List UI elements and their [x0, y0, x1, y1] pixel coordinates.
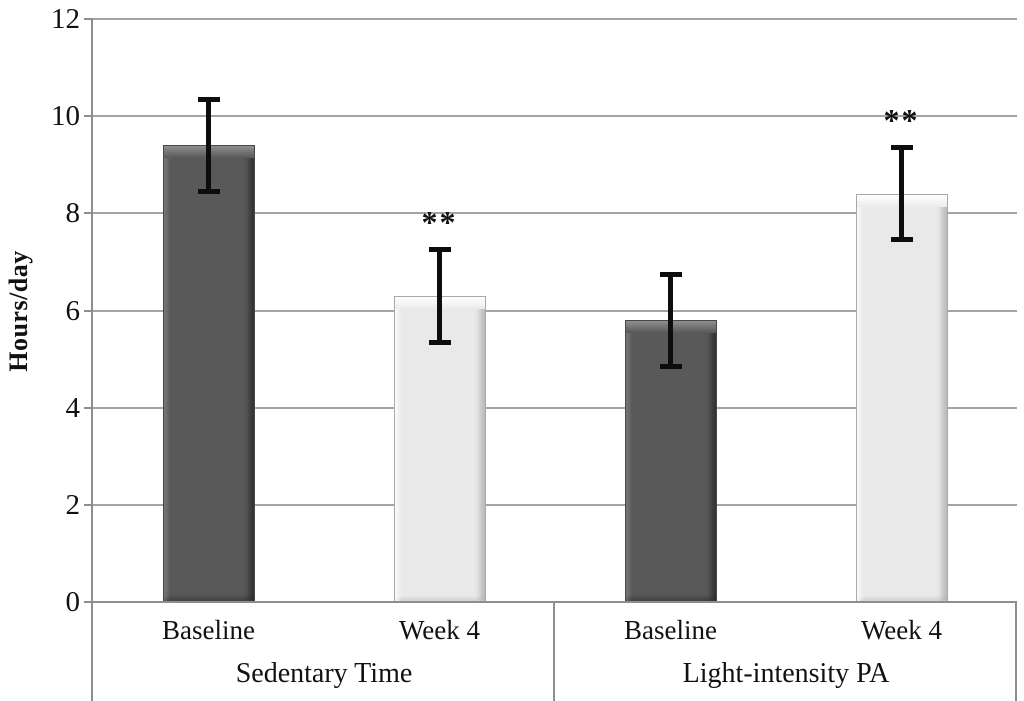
- bar-sedentary-time-baseline: [162, 145, 255, 602]
- group-label-sedentary-time: Sedentary Time: [235, 658, 413, 689]
- gridline-y-10: [93, 115, 1017, 118]
- y-tick-mark-12: [84, 18, 93, 20]
- group-label-light-intensity-pa: Light-intensity PA: [682, 658, 890, 689]
- error-bar-bottom-cap-sedentary-time-baseline: [197, 188, 220, 194]
- error-bar-top-cap-sedentary-time-baseline: [197, 96, 220, 102]
- error-bar-bottom-cap-light-intensity-pa-week-4: [890, 237, 913, 243]
- x-axis-line: [84, 601, 1017, 603]
- error-bar-sedentary-time-week-4: [437, 247, 442, 345]
- error-bar-top-cap-light-intensity-pa-baseline: [659, 271, 682, 277]
- group-divider-light-intensity-pa: [1015, 602, 1017, 701]
- y-axis-line: [91, 19, 93, 701]
- error-bar-top-cap-sedentary-time-week-4: [428, 247, 451, 253]
- error-bar-light-intensity-pa-baseline: [668, 271, 673, 369]
- y-tick-mark-4: [84, 406, 93, 409]
- y-tick-label-6: 6: [65, 294, 81, 327]
- y-tick-label-2: 2: [65, 488, 81, 521]
- significance-marker-light-intensity-pa-week-4: **: [883, 102, 920, 139]
- error-bar-sedentary-time-baseline: [206, 96, 211, 194]
- y-tick-label-12: 12: [51, 3, 80, 35]
- bar-light-intensity-pa-week-4: [855, 193, 948, 602]
- y-tick-label-8: 8: [65, 197, 81, 230]
- y-tick-label-4: 4: [65, 391, 81, 424]
- y-tick-label-10: 10: [51, 100, 80, 133]
- gridline-y-12: [93, 18, 1017, 20]
- y-tick-label-0: 0: [65, 586, 81, 618]
- group-divider-sedentary-time: [553, 602, 555, 701]
- y-tick-mark-8: [84, 212, 93, 215]
- gridline-y-6: [93, 309, 1017, 312]
- error-bar-top-cap-light-intensity-pa-week-4: [890, 145, 913, 151]
- error-bar-bottom-cap-light-intensity-pa-baseline: [659, 363, 682, 369]
- gridline-y-4: [93, 406, 1017, 409]
- error-bar-light-intensity-pa-week-4: [899, 145, 904, 243]
- gridline-y-2: [93, 503, 1017, 506]
- x-tick-label-light-intensity-pa-baseline: Baseline: [624, 615, 717, 645]
- y-tick-mark-6: [84, 309, 93, 312]
- x-tick-label-sedentary-time-baseline: Baseline: [162, 615, 255, 645]
- x-tick-label-light-intensity-pa-week-4: Week 4: [860, 615, 943, 645]
- y-tick-mark-2: [84, 503, 93, 506]
- x-tick-label-sedentary-time-week-4: Week 4: [398, 615, 481, 645]
- y-tick-mark-10: [84, 115, 93, 118]
- error-bar-bottom-cap-sedentary-time-week-4: [428, 339, 451, 345]
- gridline-y-8: [93, 212, 1017, 215]
- significance-marker-sedentary-time-week-4: **: [421, 204, 458, 241]
